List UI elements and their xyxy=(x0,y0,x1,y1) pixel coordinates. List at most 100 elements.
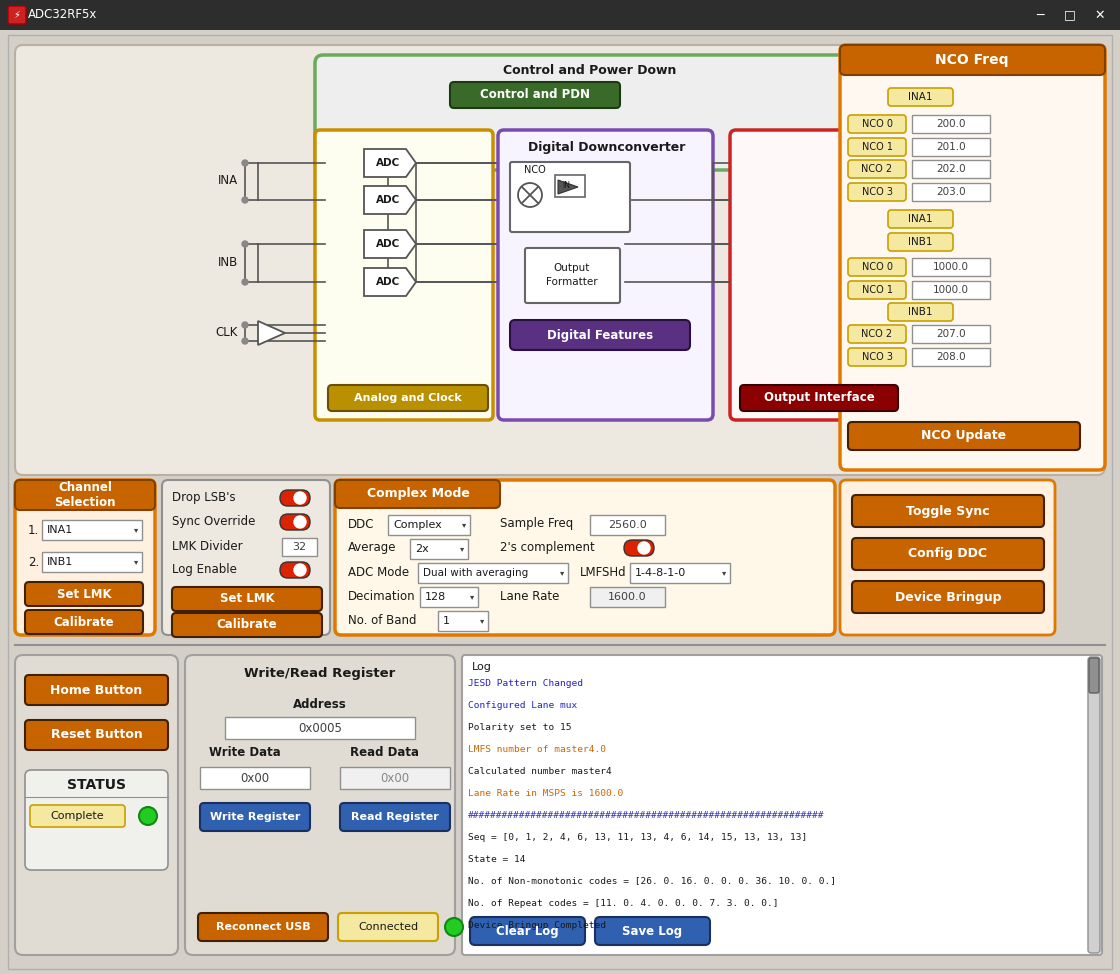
Text: NCO 0: NCO 0 xyxy=(861,119,893,129)
Circle shape xyxy=(242,241,248,247)
Text: LMK Divider: LMK Divider xyxy=(172,540,243,552)
Text: Average: Average xyxy=(348,542,396,554)
Text: ▾: ▾ xyxy=(460,544,464,553)
Text: Toggle Sync: Toggle Sync xyxy=(906,505,990,517)
FancyBboxPatch shape xyxy=(852,495,1044,527)
FancyBboxPatch shape xyxy=(848,325,906,343)
Text: Channel
Selection: Channel Selection xyxy=(54,481,115,509)
Text: Analog and Clock: Analog and Clock xyxy=(354,393,461,403)
Bar xyxy=(912,325,990,343)
Text: 200.0: 200.0 xyxy=(936,119,965,129)
Text: Log Enable: Log Enable xyxy=(172,564,236,577)
Text: ADC: ADC xyxy=(376,239,400,249)
Text: Control and PDN: Control and PDN xyxy=(480,89,590,101)
Text: 207.0: 207.0 xyxy=(936,329,965,339)
Text: Reconnect USB: Reconnect USB xyxy=(216,922,310,932)
Text: Set LMK: Set LMK xyxy=(220,592,274,606)
Text: NCO: NCO xyxy=(524,165,545,175)
Text: Digital Features: Digital Features xyxy=(547,328,653,342)
Text: LMFSHd: LMFSHd xyxy=(580,566,626,579)
Text: INB1: INB1 xyxy=(907,237,932,247)
Text: ADC32RF5x: ADC32RF5x xyxy=(28,9,97,21)
Circle shape xyxy=(293,492,306,504)
FancyBboxPatch shape xyxy=(848,138,906,156)
FancyBboxPatch shape xyxy=(1089,658,1099,693)
Text: NCO 2: NCO 2 xyxy=(861,164,893,174)
FancyBboxPatch shape xyxy=(840,480,1055,635)
Bar xyxy=(590,587,665,607)
FancyBboxPatch shape xyxy=(15,655,178,955)
Text: ▾: ▾ xyxy=(134,557,138,567)
FancyBboxPatch shape xyxy=(852,538,1044,570)
Text: Set LMK: Set LMK xyxy=(57,587,111,601)
Text: INB: INB xyxy=(217,256,237,270)
Text: INA: INA xyxy=(218,174,237,188)
Text: Write/Read Register: Write/Read Register xyxy=(244,666,395,680)
Text: Output Interface: Output Interface xyxy=(764,392,875,404)
Polygon shape xyxy=(364,268,416,296)
Circle shape xyxy=(242,160,248,166)
Text: 0x00: 0x00 xyxy=(381,771,410,784)
Bar xyxy=(590,515,665,535)
Text: Connected: Connected xyxy=(358,922,418,932)
Circle shape xyxy=(242,338,248,344)
Text: ##############################################################: ########################################… xyxy=(468,810,824,819)
Text: 1600.0: 1600.0 xyxy=(608,592,647,602)
Text: Control and Power Down: Control and Power Down xyxy=(503,63,676,77)
FancyBboxPatch shape xyxy=(848,160,906,178)
Text: 2.: 2. xyxy=(28,555,39,569)
Bar xyxy=(388,515,470,535)
FancyBboxPatch shape xyxy=(8,6,26,24)
FancyBboxPatch shape xyxy=(335,480,836,635)
Text: NCO 0: NCO 0 xyxy=(861,262,893,272)
FancyBboxPatch shape xyxy=(461,655,1102,955)
FancyBboxPatch shape xyxy=(450,82,620,108)
Bar xyxy=(912,281,990,299)
Text: JESD Pattern Changed: JESD Pattern Changed xyxy=(468,679,584,688)
FancyBboxPatch shape xyxy=(198,913,328,941)
FancyBboxPatch shape xyxy=(185,655,455,955)
Polygon shape xyxy=(364,149,416,177)
FancyBboxPatch shape xyxy=(525,248,620,303)
Text: NCO Update: NCO Update xyxy=(922,430,1007,442)
Text: Output: Output xyxy=(553,263,590,273)
FancyBboxPatch shape xyxy=(25,770,168,870)
Text: 2x: 2x xyxy=(416,544,429,554)
Text: 0x0005: 0x0005 xyxy=(298,722,342,734)
FancyBboxPatch shape xyxy=(848,115,906,133)
Bar xyxy=(420,587,478,607)
Text: Complex Mode: Complex Mode xyxy=(366,488,469,501)
Text: Write Register: Write Register xyxy=(209,812,300,822)
Text: State = 14: State = 14 xyxy=(468,854,525,864)
Bar xyxy=(43,552,142,572)
Bar xyxy=(556,175,585,197)
Bar xyxy=(912,258,990,276)
FancyBboxPatch shape xyxy=(315,130,493,420)
Bar xyxy=(912,160,990,178)
Text: ▾: ▾ xyxy=(134,526,138,535)
Text: NCO Freq: NCO Freq xyxy=(935,53,1009,67)
Text: Config DDC: Config DDC xyxy=(908,547,988,560)
Bar xyxy=(0,0,1120,30)
Text: NCO 3: NCO 3 xyxy=(861,187,893,197)
Text: ADC Mode: ADC Mode xyxy=(348,566,409,579)
FancyBboxPatch shape xyxy=(848,281,906,299)
Polygon shape xyxy=(364,230,416,258)
Text: 32: 32 xyxy=(292,542,307,552)
Text: ADC: ADC xyxy=(376,277,400,287)
FancyBboxPatch shape xyxy=(172,587,323,611)
Text: No. of Repeat codes = [11. 0. 4. 0. 0. 0. 7. 3. 0. 0.]: No. of Repeat codes = [11. 0. 4. 0. 0. 0… xyxy=(468,898,778,908)
Text: 2's complement: 2's complement xyxy=(500,542,595,554)
Polygon shape xyxy=(258,321,284,345)
FancyBboxPatch shape xyxy=(200,803,310,831)
Text: Device Bringup Completed: Device Bringup Completed xyxy=(468,920,606,929)
Text: Seq = [0, 1, 2, 4, 6, 13, 11, 13, 4, 6, 14, 15, 13, 13, 13]: Seq = [0, 1, 2, 4, 6, 13, 11, 13, 4, 6, … xyxy=(468,833,808,842)
Circle shape xyxy=(242,197,248,203)
FancyBboxPatch shape xyxy=(15,45,1105,475)
FancyBboxPatch shape xyxy=(315,55,860,170)
Text: Save Log: Save Log xyxy=(622,924,682,938)
Text: 1000.0: 1000.0 xyxy=(933,285,969,295)
Text: 201.0: 201.0 xyxy=(936,142,965,152)
Text: 1-4-8-1-0: 1-4-8-1-0 xyxy=(635,568,687,578)
Bar xyxy=(340,767,450,789)
